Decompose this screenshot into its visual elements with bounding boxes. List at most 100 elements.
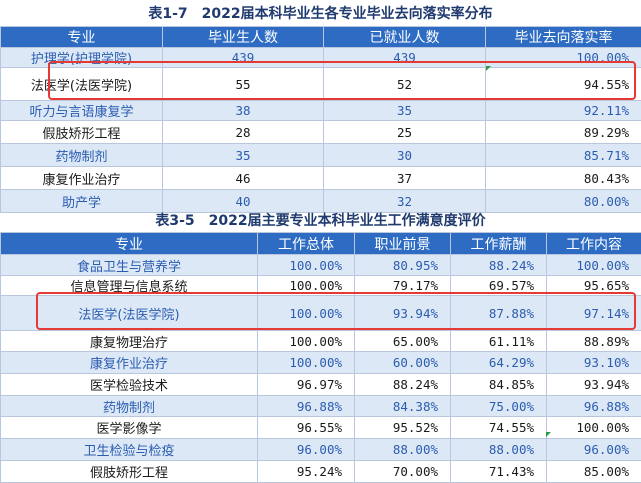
rate-cell: 94.55% (486, 68, 641, 101)
major-cell: 康复作业治疗 (1, 167, 163, 190)
rate-cell: 92.11% (486, 101, 641, 121)
salary-cell: 75.00% (451, 396, 547, 417)
major-cell: 医学检验技术 (1, 374, 258, 396)
employed-cell: 52 (324, 68, 486, 101)
content-cell: 96.88% (547, 396, 641, 417)
major-cell: 医学影像学 (1, 417, 258, 439)
salary-cell: 64.29% (451, 352, 547, 374)
salary-cell: 88.24% (451, 255, 547, 276)
table-row: 康复作业治疗 46 37 80.43% (1, 167, 641, 190)
content-cell: 96.00% (547, 439, 641, 461)
major-cell: 法医学(法医学院) (1, 296, 258, 331)
comment-marker-icon (546, 432, 551, 437)
graduates-cell: 38 (163, 101, 324, 121)
overall-cell: 96.55% (258, 417, 355, 439)
major-cell: 护理学(护理学院) (1, 48, 163, 68)
table-row: 卫生检验与检疫 96.00% 88.00% 88.00% 96.00% (1, 439, 641, 461)
rate-cell: 100.00% (486, 48, 641, 68)
major-cell: 听力与言语康复学 (1, 101, 163, 121)
table-row: 药物制剂 96.88% 84.38% 75.00% 96.88% (1, 396, 641, 417)
employed-cell: 35 (324, 101, 486, 121)
major-cell: 假肢矫形工程 (1, 121, 163, 144)
rate-cell: 89.29% (486, 121, 641, 144)
major-cell: 食品卫生与营养学 (1, 255, 258, 276)
salary-cell: 87.88% (451, 296, 547, 331)
prospect-cell: 65.00% (355, 331, 451, 352)
table2-header-row: 专业 工作总体 职业前景 工作薪酬 工作内容 (1, 233, 641, 255)
rate-cell: 80.43% (486, 167, 641, 190)
table2-header-salary: 工作薪酬 (451, 233, 547, 255)
table-row: 康复物理治疗 100.00% 65.00% 61.11% 88.89% (1, 331, 641, 352)
major-cell: 信息管理与信息系统 (1, 276, 258, 296)
major-cell: 康复作业治疗 (1, 352, 258, 374)
overall-cell: 100.00% (258, 352, 355, 374)
overall-cell: 96.88% (258, 396, 355, 417)
employed-cell: 30 (324, 144, 486, 167)
prospect-cell: 93.94% (355, 296, 451, 331)
salary-cell: 88.00% (451, 439, 547, 461)
table1-header-graduates: 毕业生人数 (163, 27, 324, 48)
table-row: 康复作业治疗 100.00% 60.00% 64.29% 93.10% (1, 352, 641, 374)
graduates-cell: 55 (163, 68, 324, 101)
table-row: 食品卫生与营养学 100.00% 80.95% 88.24% 100.00% (1, 255, 641, 276)
table1-header-employed: 已就业人数 (324, 27, 486, 48)
major-cell: 药物制剂 (1, 396, 258, 417)
content-cell: 100.00% (547, 255, 641, 276)
table-row: 假肢矫形工程 28 25 89.29% (1, 121, 641, 144)
content-cell: 85.00% (547, 461, 641, 483)
salary-cell: 84.85% (451, 374, 547, 396)
prospect-cell: 84.38% (355, 396, 451, 417)
employed-cell: 439 (324, 48, 486, 68)
graduates-cell: 28 (163, 121, 324, 144)
overall-cell: 95.24% (258, 461, 355, 483)
overall-cell: 96.97% (258, 374, 355, 396)
prospect-cell: 70.00% (355, 461, 451, 483)
overall-cell: 96.00% (258, 439, 355, 461)
graduates-cell: 35 (163, 144, 324, 167)
overall-cell: 100.00% (258, 296, 355, 331)
prospect-cell: 88.24% (355, 374, 451, 396)
prospect-cell: 80.95% (355, 255, 451, 276)
comment-marker-icon (486, 66, 491, 71)
overall-cell: 100.00% (258, 276, 355, 296)
table2-header-content: 工作内容 (547, 233, 641, 255)
graduates-cell: 46 (163, 167, 324, 190)
employed-cell: 25 (324, 121, 486, 144)
table-row: 医学检验技术 96.97% 88.24% 84.85% 93.94% (1, 374, 641, 396)
major-cell: 法医学(法医学院) (1, 68, 163, 101)
rate-cell: 85.71% (486, 144, 641, 167)
table1-title: 表1-7 2022届本科毕业生各专业毕业去向落实率分布 (0, 4, 641, 24)
table1-graduation-rate: 专业 毕业生人数 已就业人数 毕业去向落实率 护理学(护理学院) 439 439… (0, 26, 641, 213)
content-cell: 93.94% (547, 374, 641, 396)
table2-header-prospect: 职业前景 (355, 233, 451, 255)
salary-cell: 69.57% (451, 276, 547, 296)
table-row: 医学影像学 96.55% 95.52% 74.55% 100.00% (1, 417, 641, 439)
content-cell: 97.14% (547, 296, 641, 331)
prospect-cell: 79.17% (355, 276, 451, 296)
table-row: 信息管理与信息系统 100.00% 79.17% 69.57% 95.65% (1, 276, 641, 296)
table-row: 听力与言语康复学 38 35 92.11% (1, 101, 641, 121)
table2-header-major: 专业 (1, 233, 258, 255)
prospect-cell: 88.00% (355, 439, 451, 461)
overall-cell: 100.00% (258, 255, 355, 276)
table1-header-row: 专业 毕业生人数 已就业人数 毕业去向落实率 (1, 27, 641, 48)
table-row: 法医学(法医学院) 100.00% 93.94% 87.88% 97.14% (1, 296, 641, 331)
content-cell: 95.65% (547, 276, 641, 296)
table-row: 法医学(法医学院) 55 52 94.55% (1, 68, 641, 101)
content-cell: 93.10% (547, 352, 641, 374)
table1-header-major: 专业 (1, 27, 163, 48)
table-row: 药物制剂 35 30 85.71% (1, 144, 641, 167)
graduates-cell: 439 (163, 48, 324, 68)
content-cell: 100.00% (547, 417, 641, 439)
table-row: 护理学(护理学院) 439 439 100.00% (1, 48, 641, 68)
table-row: 假肢矫形工程 95.24% 70.00% 71.43% 85.00% (1, 461, 641, 483)
table2-header-overall: 工作总体 (258, 233, 355, 255)
major-cell: 卫生检验与检疫 (1, 439, 258, 461)
employed-cell: 37 (324, 167, 486, 190)
major-cell: 假肢矫形工程 (1, 461, 258, 483)
salary-cell: 71.43% (451, 461, 547, 483)
major-cell: 康复物理治疗 (1, 331, 258, 352)
table2-title: 表3-5 2022届主要专业本科毕业生工作满意度评价 (0, 210, 641, 232)
prospect-cell: 95.52% (355, 417, 451, 439)
overall-cell: 100.00% (258, 331, 355, 352)
